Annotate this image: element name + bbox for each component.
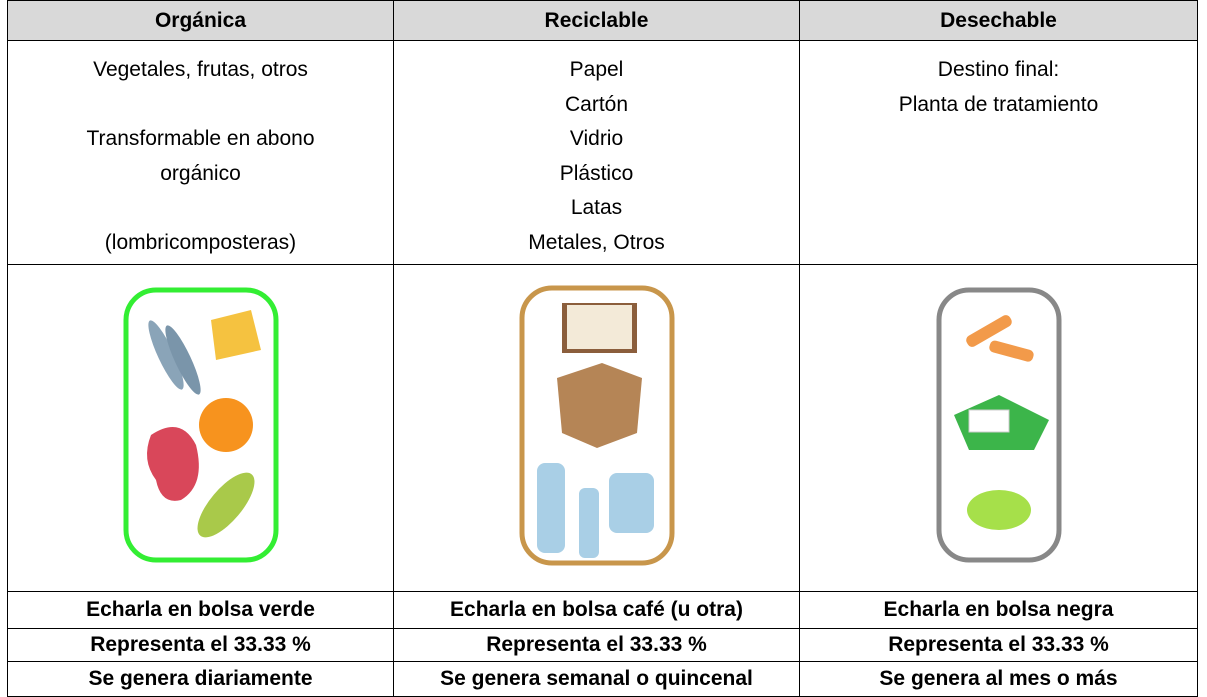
- contents-row: Vegetales, frutas, otros Transformable e…: [7, 40, 1198, 265]
- recycle-bin: [519, 285, 674, 565]
- footer-cell: Representa el 33.33 %: [393, 628, 800, 662]
- header-cell: Orgánica: [7, 0, 394, 41]
- image-cell: [7, 264, 394, 592]
- image-row: [7, 264, 1198, 592]
- contents-cell: Vegetales, frutas, otros Transformable e…: [7, 40, 394, 265]
- header-cell: Desechable: [799, 0, 1198, 41]
- image-cell: [393, 264, 800, 592]
- line: Cartón: [564, 92, 629, 116]
- organic-bin: [123, 287, 278, 563]
- line: Papel: [569, 58, 624, 81]
- line: Destino final:: [937, 58, 1060, 81]
- waste-bin: [936, 287, 1061, 563]
- line: Plástico: [559, 161, 634, 185]
- footer-cell: Se genera diariamente: [7, 661, 394, 697]
- contents-cell: Papel Cartón Vidrio Plástico Latas Metal…: [393, 40, 800, 265]
- footer-cell: Se genera al mes o más: [799, 661, 1198, 697]
- line: Vegetales, frutas, otros: [93, 58, 308, 81]
- footer-row: Se genera diariamente Se genera semanal …: [7, 661, 1198, 697]
- line: Vidrio: [569, 127, 624, 150]
- footer-row: Echarla en bolsa verde Echarla en bolsa …: [7, 591, 1198, 629]
- line: (lombricomposteras): [104, 230, 297, 254]
- footer-cell: Echarla en bolsa café (u otra): [393, 591, 800, 629]
- header-row: Orgánica Reciclable Desechable: [7, 0, 1198, 41]
- footer-cell: Representa el 33.33 %: [799, 628, 1198, 662]
- footer-cell: Echarla en bolsa verde: [7, 591, 394, 629]
- image-cell: [799, 264, 1198, 592]
- footer-cell: Echarla en bolsa negra: [799, 591, 1198, 629]
- line: Planta de tratamiento: [898, 92, 1099, 116]
- line: Latas: [570, 196, 623, 219]
- waste-table: Orgánica Reciclable Desechable Vegetales…: [7, 0, 1198, 697]
- line: Metales, Otros: [528, 230, 665, 254]
- header-cell: Reciclable: [393, 0, 800, 41]
- contents-cell: Destino final: Planta de tratamiento: [799, 40, 1198, 265]
- footer-cell: Se genera semanal o quincenal: [393, 661, 800, 697]
- footer-cell: Representa el 33.33 %: [7, 628, 394, 662]
- line: orgánico: [160, 161, 241, 185]
- footer-row: Representa el 33.33 % Representa el 33.3…: [7, 628, 1198, 662]
- line: Transformable en abono: [86, 127, 315, 150]
